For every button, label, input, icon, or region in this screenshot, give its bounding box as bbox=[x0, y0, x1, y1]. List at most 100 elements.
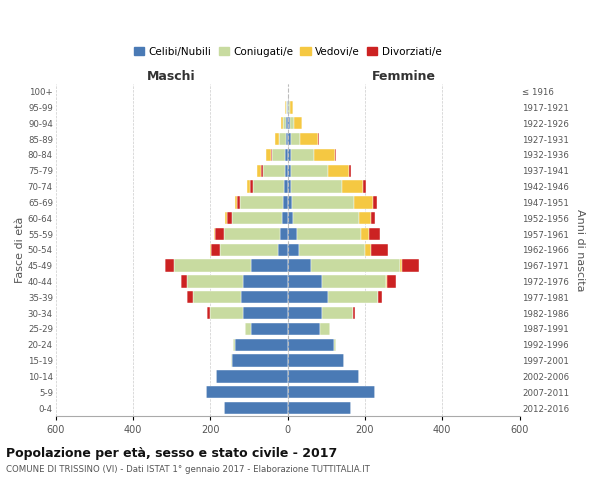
Bar bbox=[216, 370, 287, 382]
Bar bbox=[287, 323, 320, 335]
Bar bbox=[251, 323, 287, 335]
Bar bbox=[286, 117, 287, 130]
Bar bbox=[322, 276, 386, 287]
Text: Maschi: Maschi bbox=[148, 70, 196, 83]
Legend: Celibi/Nubili, Coniugati/e, Vedovi/e, Divorziati/e: Celibi/Nubili, Coniugati/e, Vedovi/e, Di… bbox=[130, 42, 446, 60]
Bar bbox=[287, 244, 299, 256]
Bar bbox=[266, 148, 271, 161]
Bar bbox=[263, 164, 284, 177]
Bar bbox=[287, 180, 292, 192]
Bar bbox=[286, 102, 287, 114]
Text: Femmine: Femmine bbox=[371, 70, 436, 83]
Bar bbox=[311, 260, 400, 272]
Bar bbox=[292, 196, 354, 208]
Bar bbox=[251, 260, 287, 272]
Bar bbox=[320, 323, 330, 335]
Bar bbox=[388, 276, 396, 287]
Bar bbox=[371, 212, 376, 224]
Y-axis label: Anni di nascita: Anni di nascita bbox=[575, 208, 585, 291]
Bar bbox=[299, 244, 365, 256]
Bar bbox=[271, 148, 272, 161]
Bar bbox=[287, 307, 322, 320]
Bar bbox=[231, 354, 232, 367]
Bar bbox=[226, 212, 227, 224]
Bar bbox=[287, 291, 328, 304]
Bar bbox=[257, 164, 262, 177]
Bar bbox=[280, 228, 287, 240]
Bar bbox=[284, 164, 287, 177]
Bar bbox=[165, 260, 173, 272]
Text: Popolazione per età, sesso e stato civile - 2017: Popolazione per età, sesso e stato civil… bbox=[6, 448, 337, 460]
Bar bbox=[232, 212, 282, 224]
Bar bbox=[334, 338, 336, 351]
Bar bbox=[287, 164, 292, 177]
Bar bbox=[187, 291, 193, 304]
Bar bbox=[278, 244, 287, 256]
Bar bbox=[187, 276, 243, 287]
Bar bbox=[235, 196, 236, 208]
Bar bbox=[287, 402, 352, 414]
Bar bbox=[287, 260, 311, 272]
Bar bbox=[287, 370, 359, 382]
Bar bbox=[290, 102, 293, 114]
Bar bbox=[289, 102, 290, 114]
Bar bbox=[287, 338, 334, 351]
Bar bbox=[293, 212, 359, 224]
Bar bbox=[287, 102, 289, 114]
Bar bbox=[279, 133, 286, 145]
Bar bbox=[284, 180, 287, 192]
Bar bbox=[211, 307, 243, 320]
Bar bbox=[401, 260, 419, 272]
Bar bbox=[328, 164, 349, 177]
Bar bbox=[292, 164, 328, 177]
Bar bbox=[262, 164, 263, 177]
Bar bbox=[214, 228, 215, 240]
Bar bbox=[287, 212, 293, 224]
Y-axis label: Fasce di età: Fasce di età bbox=[15, 216, 25, 283]
Bar bbox=[224, 228, 280, 240]
Bar bbox=[369, 228, 380, 240]
Bar bbox=[379, 291, 382, 304]
Bar bbox=[287, 86, 289, 98]
Bar bbox=[328, 291, 379, 304]
Bar bbox=[371, 244, 388, 256]
Bar bbox=[287, 117, 290, 130]
Bar bbox=[272, 148, 285, 161]
Bar bbox=[215, 228, 224, 240]
Bar bbox=[282, 212, 287, 224]
Bar bbox=[285, 102, 286, 114]
Bar bbox=[287, 228, 297, 240]
Bar bbox=[235, 338, 287, 351]
Bar bbox=[283, 196, 287, 208]
Bar bbox=[243, 276, 287, 287]
Bar bbox=[207, 307, 211, 320]
Bar bbox=[281, 117, 283, 130]
Bar bbox=[400, 260, 401, 272]
Bar bbox=[241, 196, 283, 208]
Bar bbox=[292, 180, 342, 192]
Bar bbox=[287, 276, 322, 287]
Bar bbox=[386, 276, 388, 287]
Bar bbox=[322, 307, 353, 320]
Bar bbox=[359, 212, 371, 224]
Bar bbox=[318, 133, 319, 145]
Bar bbox=[224, 402, 287, 414]
Bar bbox=[287, 386, 374, 398]
Bar bbox=[335, 148, 337, 161]
Bar bbox=[287, 354, 344, 367]
Bar bbox=[353, 307, 355, 320]
Bar bbox=[373, 196, 377, 208]
Bar bbox=[220, 244, 278, 256]
Bar bbox=[211, 244, 220, 256]
Bar bbox=[314, 148, 335, 161]
Bar bbox=[342, 180, 363, 192]
Bar bbox=[301, 133, 318, 145]
Bar bbox=[227, 212, 232, 224]
Bar bbox=[363, 180, 366, 192]
Text: COMUNE DI TRISSINO (VI) - Dati ISTAT 1° gennaio 2017 - Elaborazione TUTTITALIA.I: COMUNE DI TRISSINO (VI) - Dati ISTAT 1° … bbox=[6, 466, 370, 474]
Bar bbox=[290, 117, 294, 130]
Bar bbox=[253, 180, 284, 192]
Bar bbox=[275, 133, 279, 145]
Bar bbox=[232, 354, 287, 367]
Bar bbox=[236, 196, 241, 208]
